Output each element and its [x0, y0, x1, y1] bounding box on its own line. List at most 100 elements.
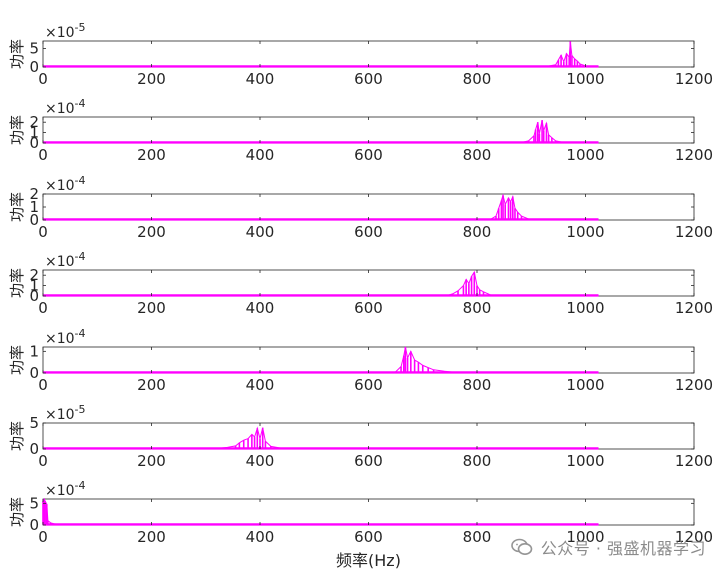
- x-tick-label: 800: [463, 528, 492, 546]
- x-tick-label: 1200: [675, 299, 713, 317]
- y-axis-label: 功率: [8, 345, 26, 375]
- x-tick-label: 800: [463, 299, 492, 317]
- x-tick-label: 0: [38, 376, 48, 394]
- exponent-value: -5: [75, 21, 86, 34]
- axes-box: [42, 269, 695, 297]
- exponent-value: -4: [75, 327, 86, 340]
- series-spikes: [489, 193, 530, 220]
- y-axis-label: 功率: [8, 192, 26, 222]
- exponent-label: ×10-4: [45, 97, 86, 117]
- series-spikes: [530, 41, 592, 68]
- y-tick-label: 0: [29, 440, 39, 458]
- x-tick-label: 0: [38, 452, 48, 470]
- exponent-label: ×10-4: [45, 250, 86, 270]
- x-tick-label: 0: [38, 70, 48, 88]
- x-tick-label: 600: [354, 299, 383, 317]
- y-tick-label: 2: [29, 185, 39, 203]
- y-tick-label: 0: [29, 211, 39, 229]
- x-tick-label: 800: [463, 452, 492, 470]
- x-tick-label: 600: [354, 146, 383, 164]
- x-tick-label: 200: [137, 376, 166, 394]
- series-spikes: [446, 270, 492, 296]
- y-tick-label: 0: [29, 516, 39, 534]
- x-tick-label: 1200: [675, 376, 713, 394]
- series-envelope: [395, 346, 456, 373]
- x-tick-label: 1200: [675, 223, 713, 241]
- x-tick-label: 800: [463, 223, 492, 241]
- x-tick-label: 400: [246, 223, 275, 241]
- axes-box: [42, 346, 695, 374]
- x-tick-label: 400: [246, 376, 275, 394]
- y-tick-label: 5: [29, 494, 39, 512]
- x-tick-label: 600: [354, 528, 383, 546]
- y-tick-label: 5: [29, 39, 39, 57]
- x-tick-label: 400: [246, 70, 275, 88]
- y-tick-label: 1: [29, 198, 39, 216]
- y-axis-label: 功率: [8, 115, 26, 145]
- exponent-label: ×10-5: [45, 403, 86, 423]
- subplot-5: 0 200 400 600 800 1000 1200 0 1 ×10-4 功率: [8, 327, 713, 394]
- series-envelope: [42, 497, 60, 526]
- x-tick-label: 800: [463, 146, 492, 164]
- y-tick-label: 2: [29, 113, 39, 131]
- exponent-label: ×10-5: [45, 21, 86, 41]
- x-tick-label: 1000: [566, 452, 604, 470]
- x-tick-label: 1000: [566, 70, 604, 88]
- x-tick-label: 1000: [566, 376, 604, 394]
- y-tick-label: 0: [29, 58, 39, 76]
- x-tick-label: 1200: [675, 146, 713, 164]
- series-spikes: [394, 346, 457, 373]
- watermark: 公众号 · 强盛机器学习: [510, 535, 706, 559]
- x-tick-label: 0: [38, 528, 48, 546]
- axes-box: [42, 40, 695, 68]
- exponent-value: -4: [75, 479, 86, 492]
- series-envelope: [490, 193, 529, 220]
- y-tick-label: 0: [29, 364, 39, 382]
- axes-box: [42, 422, 695, 450]
- y-tick-label: 2: [29, 266, 39, 284]
- x-tick-label: 200: [137, 528, 166, 546]
- y-tick-label: 1: [29, 342, 39, 360]
- y-axis-label: 功率: [8, 421, 26, 451]
- exponent-value: -4: [75, 97, 86, 110]
- x-tick-label: 1200: [675, 452, 713, 470]
- x-tick-label: 1000: [566, 223, 604, 241]
- x-tick-label: 400: [246, 452, 275, 470]
- exponent-value: -4: [75, 250, 86, 263]
- x-tick-label: 200: [137, 299, 166, 317]
- y-tick-label: 0: [29, 134, 39, 152]
- exponent-label: ×10-4: [45, 479, 86, 499]
- x-tick-label: 0: [38, 299, 48, 317]
- series-envelope: [447, 270, 491, 296]
- series-spikes: [215, 426, 283, 449]
- x-tick-label: 1000: [566, 528, 604, 546]
- x-tick-label: 800: [463, 70, 492, 88]
- x-tick-label: 400: [246, 146, 275, 164]
- axes-box: [42, 193, 695, 221]
- series-envelope: [216, 426, 282, 449]
- x-tick-label: 200: [137, 452, 166, 470]
- subplot-6: 0 200 400 600 800 1000 1200 0 5 ×10-5 功率: [8, 403, 713, 470]
- exponent-value: -5: [75, 403, 86, 416]
- series-envelope: [531, 41, 591, 68]
- y-tick-label: 1: [29, 124, 39, 142]
- x-tick-label: 0: [38, 223, 48, 241]
- watermark-text: 公众号 · 强盛机器学习: [540, 539, 706, 558]
- exponent-label: ×10-4: [45, 174, 86, 194]
- x-tick-label: 600: [354, 376, 383, 394]
- wechat-icon: [510, 538, 533, 555]
- x-tick-label: 800: [463, 376, 492, 394]
- axes-box: [42, 116, 695, 144]
- subplot-7: 0 200 400 600 800 1000 1200 0 5 ×10-4 功率: [8, 479, 713, 546]
- x-tick-label: 400: [246, 299, 275, 317]
- x-tick-label: 600: [354, 223, 383, 241]
- series-spikes: [519, 120, 565, 144]
- y-axis-label: 功率: [8, 497, 26, 527]
- y-tick-label: 0: [29, 287, 39, 305]
- x-tick-label: 1000: [566, 146, 604, 164]
- x-tick-label: 200: [137, 70, 166, 88]
